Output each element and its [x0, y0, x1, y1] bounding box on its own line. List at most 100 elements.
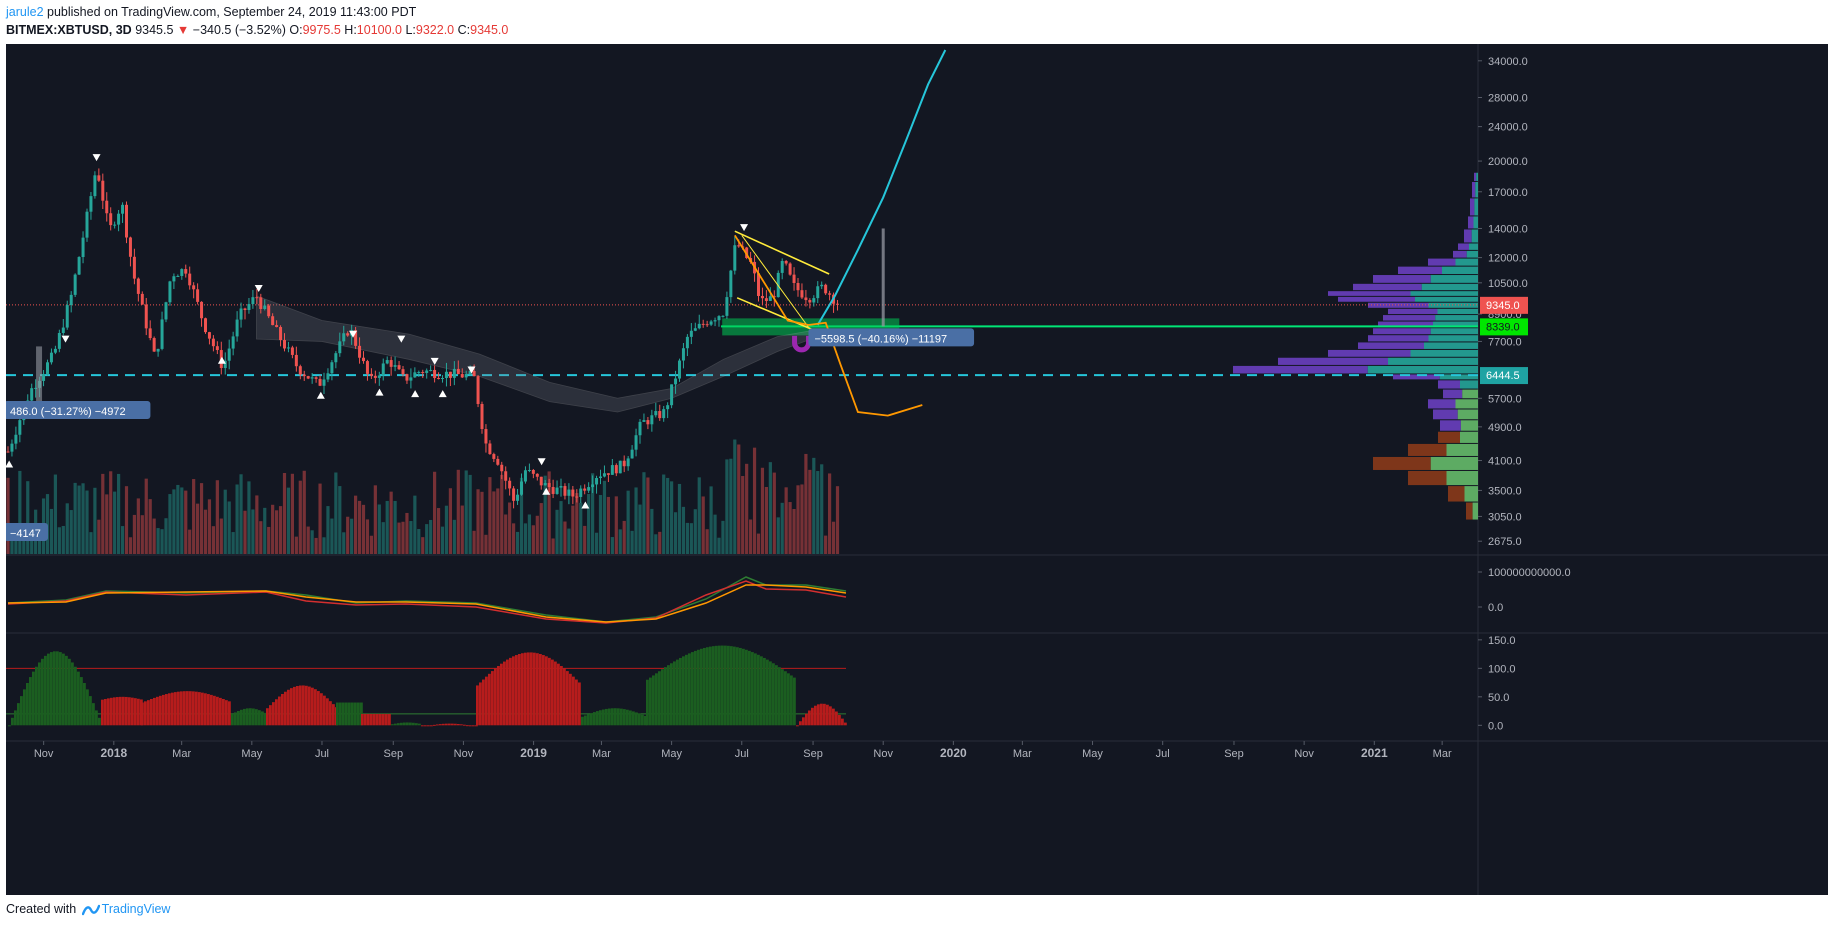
hist-bar: [584, 715, 587, 726]
candle-body: [61, 327, 65, 333]
candle-body: [421, 372, 425, 374]
volume-bar: [780, 502, 784, 554]
volume-profile-bar: [1383, 315, 1436, 321]
volume-bar: [547, 471, 551, 554]
hist-bar: [691, 652, 694, 726]
candle-body: [247, 304, 251, 311]
volume-bar: [164, 518, 168, 554]
time-tick-label: Mar: [592, 748, 611, 760]
symbol-label[interactable]: BITMEX:XBTUSD, 3D: [6, 23, 132, 37]
down-arrow-icon: ▼: [176, 23, 190, 37]
candle-body: [737, 245, 741, 247]
candle-body: [397, 365, 401, 370]
hist-bar: [264, 712, 267, 726]
hist-bar: [11, 717, 14, 726]
candle-body: [207, 332, 211, 339]
candle-body: [97, 175, 101, 181]
hist-bar: [766, 659, 769, 726]
volume-bar: [638, 504, 642, 554]
volume-bar: [120, 526, 125, 554]
candle-body: [263, 305, 267, 309]
poc-price-label-bg: [1480, 367, 1528, 385]
hist-bar: [302, 685, 305, 726]
volume-bar: [563, 521, 567, 554]
volume-profile-bar: [1373, 275, 1431, 283]
candle-body: [160, 319, 164, 349]
hist-bar: [488, 673, 491, 726]
volume-bar: [160, 529, 164, 554]
measure-label-bg: [808, 328, 975, 347]
volume-bar: [737, 444, 741, 554]
hist-bar: [23, 689, 26, 726]
hist-bar: [802, 717, 805, 726]
hist-bar: [110, 697, 113, 726]
time-tick-label: May: [661, 748, 682, 760]
hist-bar: [739, 647, 742, 726]
volume-bar: [741, 476, 745, 554]
volume-profile-bar: [1433, 321, 1478, 328]
candle-body: [235, 319, 239, 337]
hist-bar: [506, 659, 509, 726]
support-price-label: 8339.0: [1486, 321, 1520, 333]
tradingview-link[interactable]: TradingView: [101, 902, 171, 916]
volume-profile-bar: [1338, 296, 1415, 302]
price-tick-label: 3050.0: [1488, 511, 1522, 523]
volume-profile-bar: [1430, 275, 1478, 283]
volume-bar: [646, 477, 650, 554]
chart-canvas[interactable]: 34000.0 28000.0 24000.0 20000.0 17000.0 14000…: [6, 44, 1828, 895]
price-tick-label: 10500.0: [1488, 278, 1528, 290]
candle-body: [10, 443, 14, 452]
candle-body: [444, 371, 448, 378]
signal-triangle-marker: [349, 330, 358, 338]
volume-bar: [152, 518, 156, 554]
volume-bar: [602, 480, 607, 554]
signal-triangle-marker: [375, 388, 384, 396]
volume-bar: [381, 522, 385, 554]
hist-bar: [195, 691, 198, 726]
volume-profile-bar: [1455, 399, 1478, 409]
volume-bar: [251, 509, 255, 554]
candle-body: [650, 415, 654, 425]
volume-profile-bar: [1438, 431, 1460, 443]
price-tick-label: 3500.0: [1488, 485, 1522, 497]
wedge-inner-line: [741, 235, 809, 328]
hist-bar: [177, 691, 180, 726]
hist-bar: [632, 711, 635, 726]
hist-bar: [521, 653, 524, 726]
close-label: C:: [457, 23, 471, 37]
candle-body: [678, 360, 681, 379]
volume-bar: [282, 472, 287, 554]
volume-bar: [334, 472, 338, 554]
candle-body: [472, 370, 476, 377]
hist-bar: [518, 653, 521, 726]
candle-body: [373, 375, 377, 378]
candle-body: [800, 290, 804, 298]
volume-bar: [658, 531, 662, 554]
volume-bar: [255, 495, 259, 554]
volume-bar: [38, 530, 42, 554]
candle-body: [365, 361, 369, 374]
volume-profile-bar: [1415, 296, 1478, 302]
signal-triangle-marker: [411, 390, 420, 398]
hist-bar: [664, 667, 667, 726]
hist-bar: [838, 714, 841, 726]
candle-body: [634, 435, 638, 450]
volume-bar: [433, 471, 437, 554]
hist-bar: [323, 695, 326, 726]
author-link[interactable]: jarule2: [6, 5, 44, 19]
volume-bar: [496, 488, 500, 554]
candle-body: [188, 273, 192, 286]
hist-bar: [454, 723, 457, 726]
hist-bar: [204, 693, 207, 726]
candle-body: [456, 368, 460, 375]
hist-bar: [409, 722, 412, 726]
chart-area[interactable]: 34000.0 28000.0 24000.0 20000.0 17000.0 14000…: [6, 44, 1828, 895]
volume-bar: [713, 514, 717, 554]
candle-body: [113, 224, 117, 226]
candle-body: [812, 298, 816, 303]
measure-label-bg: [6, 522, 48, 541]
volume-bar: [401, 521, 405, 554]
hist-bar: [491, 671, 494, 726]
hist-bar: [225, 700, 228, 726]
volume-bar: [733, 439, 737, 554]
